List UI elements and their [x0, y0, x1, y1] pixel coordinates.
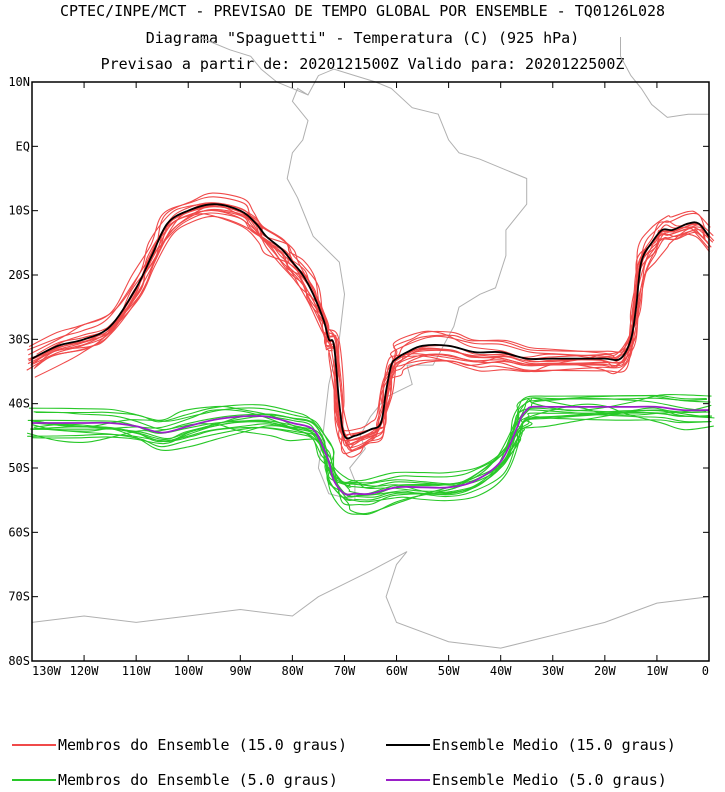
member-line-5 [32, 397, 712, 496]
ensemble-mean-lines [31, 203, 710, 496]
legend-label-mean-15: Ensemble Medio (15.0 graus) [432, 736, 676, 754]
lon-label: 70W [334, 664, 356, 678]
mean-line-5 [32, 405, 710, 496]
member-line-5 [34, 393, 712, 492]
member-line-5 [28, 397, 708, 484]
central-america-coast [198, 36, 309, 96]
antarctica-coast [31, 551, 710, 649]
lat-label: 80S [8, 654, 30, 668]
members-15-lines [26, 192, 715, 458]
legend-swatch-members-5 [12, 778, 56, 781]
title-line-2: Diagrama "Spaguetti" - Temperatura (C) (… [145, 29, 580, 47]
members-5-lines [26, 393, 715, 516]
lon-label: 90W [229, 664, 251, 678]
lon-label: 0 [702, 664, 709, 678]
member-line-15 [27, 202, 714, 437]
legend-swatch-mean-5 [386, 778, 430, 781]
lon-label: 100W [174, 664, 204, 678]
member-line-5 [35, 394, 707, 484]
legend-members-15: Membros do Ensemble (15.0 graus) [12, 736, 347, 754]
lat-label: 60S [8, 525, 30, 539]
lon-label: 10W [646, 664, 668, 678]
legend-label-mean-5: Ensemble Medio (5.0 graus) [432, 771, 667, 789]
lat-label: 40S [8, 397, 30, 411]
member-line-15 [30, 212, 708, 447]
lon-label: 60W [386, 664, 408, 678]
member-line-5 [27, 415, 712, 489]
lon-label: 20W [594, 664, 616, 678]
map-frame [31, 81, 710, 662]
south-america-coast [286, 68, 528, 501]
africa-coast [620, 37, 709, 118]
lon-label: 110W [122, 664, 152, 678]
legend-mean-5: Ensemble Medio (5.0 graus) [386, 771, 667, 789]
member-line-15 [35, 192, 715, 449]
mean-line-15 [31, 203, 710, 440]
lat-label: 10N [8, 75, 30, 89]
member-line-5 [34, 409, 712, 498]
lat-label: 70S [8, 590, 30, 604]
lat-label: EQ [16, 139, 30, 153]
legend-members-5: Membros do Ensemble (5.0 graus) [12, 771, 338, 789]
longitude-labels: 130W 120W 110W 100W 90W 80W 70W 60W 50W 40W 30W 20W… [32, 664, 709, 678]
lat-label: 20S [8, 268, 30, 282]
title-line-1: CPTEC/INPE/MCT - PREVISAO DE TEMPO GLOBA… [59, 2, 666, 20]
latitude-labels: 10N EQ 10S 20S 30S 40S 50S 60S 70S 80S [8, 75, 30, 668]
member-line-5 [33, 407, 712, 516]
title-line-3: Previsao a partir de: 2020121500Z Valido… [100, 55, 625, 73]
lon-label: 120W [70, 664, 100, 678]
coastlines [31, 36, 710, 649]
lon-label: 30W [542, 664, 564, 678]
member-line-5 [31, 412, 713, 502]
legend-swatch-mean-15 [386, 743, 430, 746]
member-line-15 [27, 202, 706, 437]
member-line-15 [34, 209, 709, 446]
legend-swatch-members-15 [12, 743, 56, 746]
lat-label: 50S [8, 461, 30, 475]
lat-label: 10S [8, 204, 30, 218]
member-line-15 [36, 209, 714, 437]
lon-label: 50W [438, 664, 460, 678]
member-line-15 [28, 203, 706, 442]
map-border [31, 81, 710, 662]
legend-label-members-5: Membros do Ensemble (5.0 graus) [58, 771, 338, 789]
lon-label: 80W [282, 664, 304, 678]
lon-label: 40W [490, 664, 512, 678]
member-line-5 [34, 409, 711, 498]
legend-label-members-15: Membros do Ensemble (15.0 graus) [58, 736, 347, 754]
lat-label: 30S [8, 332, 30, 346]
member-line-15 [30, 208, 710, 455]
legend-mean-15: Ensemble Medio (15.0 graus) [386, 736, 676, 754]
lon-label: 130W [32, 664, 62, 678]
